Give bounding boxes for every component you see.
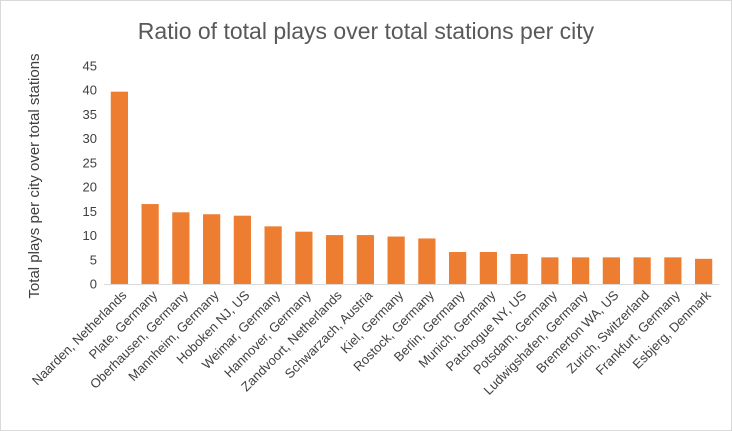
y-tick-label: 45 [83,59,97,74]
y-tick-label: 15 [83,204,97,219]
bars [110,91,713,284]
y-axis-label: Total plays per city over total stations [26,53,43,298]
y-axis-ticks: 0 5 10 15 20 25 30 35 40 45 [83,59,97,292]
bar [264,226,282,284]
bar [172,212,190,284]
bar [541,257,559,284]
y-tick-label: 0 [90,277,97,292]
bar [233,215,251,284]
y-tick-label: 40 [83,83,97,98]
chart-title: Ratio of total plays over total stations… [138,18,595,44]
y-tick-label: 5 [90,252,97,267]
bar [418,238,436,284]
bar [203,214,221,284]
bar [326,235,344,284]
bar [633,257,651,284]
y-tick-label: 10 [83,228,97,243]
bar [141,204,159,284]
y-tick-label: 30 [83,131,97,146]
y-tick-label: 35 [83,107,97,122]
bar [602,257,620,284]
bar [449,252,467,284]
bar [664,257,682,284]
y-tick-label: 20 [83,180,97,195]
bar [110,91,128,284]
bar [695,258,713,284]
bar [479,252,497,284]
y-tick-label: 25 [83,155,97,170]
bar [572,257,590,284]
bar [295,231,313,284]
bar [387,236,405,284]
bar [510,253,528,284]
bar [356,235,374,284]
